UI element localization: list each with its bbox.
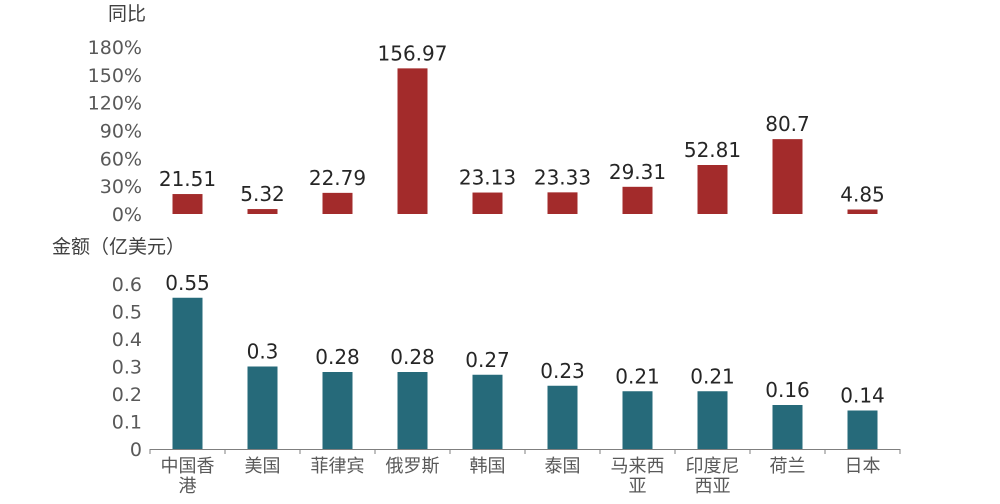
bottom-chart-category-label: 马来西 [611, 456, 665, 477]
bottom-chart-y-tick-label: 0.2 [112, 384, 142, 406]
top-chart-y-tick-label: 60% [100, 148, 142, 170]
bottom-chart-category-label: 港 [179, 476, 197, 497]
top-chart-y-tick-label: 180% [88, 37, 142, 59]
bottom-chart-bar [847, 410, 878, 449]
bottom-chart-data-label: 0.21 [690, 364, 735, 388]
bottom-chart-category-label: 印度尼 [686, 456, 740, 477]
bottom-chart-data-label: 0.28 [390, 345, 435, 369]
bottom-chart-bar [547, 385, 578, 449]
top-chart-data-label: 80.7 [765, 112, 810, 136]
bottom-chart-bar [322, 372, 353, 449]
top-chart-bar [622, 186, 653, 214]
bottom-chart-y-tick-label: 0 [130, 439, 142, 461]
bottom-chart-data-label: 0.23 [540, 359, 585, 383]
top-chart-bar [697, 165, 728, 214]
top-chart-y-tick-label: 150% [88, 65, 142, 87]
bottom-chart-bar [697, 391, 728, 449]
bottom-chart-amount: 0 0.1 0.2 0.3 0.4 0.5 0.6 0.55 0.3 0.28 0.28 0.27 0.… [112, 271, 901, 497]
top-chart-bar [322, 192, 353, 214]
bottom-chart-category-label: 韩国 [470, 456, 506, 477]
bottom-chart-y-tick-label: 0.6 [112, 274, 142, 296]
top-chart-data-label: 52.81 [684, 138, 741, 162]
bottom-chart-category-label: 西亚 [695, 476, 731, 497]
top-chart-data-label: 5.32 [240, 182, 285, 206]
top-chart-bar [772, 139, 803, 214]
top-chart-y-tick-label: 0% [112, 204, 142, 226]
top-chart-data-label: 21.51 [159, 167, 216, 191]
bottom-chart-category-label: 中国香 [161, 456, 215, 477]
bottom-chart-data-label: 0.14 [840, 384, 885, 408]
bottom-chart-bar [622, 391, 653, 449]
bottom-chart-category-label: 菲律宾 [311, 456, 365, 477]
top-chart-bar [547, 192, 578, 214]
bottom-chart-data-label: 0.16 [765, 378, 810, 402]
top-chart-bar [472, 192, 503, 214]
top-chart-bar [847, 209, 878, 214]
bottom-chart-category-label: 泰国 [545, 456, 581, 477]
bottom-chart-data-label: 0.3 [247, 340, 279, 364]
bottom-chart-data-label: 0.28 [315, 345, 360, 369]
top-chart-yoy-growth: 0% 30% 60% 90% 120% 150% 180% 21.51 5.32 22.79 156… [88, 37, 885, 226]
bottom-chart-axis-title: 金额（亿美元） [52, 236, 185, 258]
bottom-chart-bar [472, 374, 503, 449]
top-chart-data-label: 22.79 [309, 166, 366, 190]
top-chart-data-label: 156.97 [378, 41, 448, 65]
bottom-chart-bar [772, 405, 803, 449]
bottom-chart-data-label: 0.21 [615, 364, 660, 388]
top-chart-data-label: 23.33 [534, 165, 591, 189]
bottom-chart-category-label: 俄罗斯 [386, 456, 440, 477]
bottom-chart-data-label: 0.55 [165, 271, 210, 295]
top-chart-bar [172, 194, 203, 214]
top-chart-y-tick-label: 30% [100, 176, 142, 198]
top-chart-bar [397, 68, 428, 214]
top-chart-y-tick-label: 90% [100, 121, 142, 143]
bottom-chart-y-tick-label: 0.1 [112, 412, 142, 434]
bottom-chart-y-tick-label: 0.5 [112, 302, 142, 324]
bottom-chart-bar [247, 366, 278, 449]
bottom-chart-y-tick-label: 0.4 [112, 329, 142, 351]
bottom-chart-category-label: 美国 [245, 456, 281, 477]
bottom-chart-category-label: 荷兰 [770, 456, 806, 477]
bottom-chart-bar [397, 372, 428, 449]
bottom-chart-category-label: 亚 [629, 476, 647, 497]
top-chart-y-tick-label: 120% [88, 93, 142, 115]
top-chart-data-label: 29.31 [609, 160, 666, 184]
top-chart-data-label: 4.85 [840, 183, 885, 207]
top-chart-bar [247, 209, 278, 214]
top-chart-data-label: 23.13 [459, 166, 516, 190]
bottom-chart-bar [172, 297, 203, 449]
top-chart-axis-title: 同比 [108, 3, 146, 25]
bottom-chart-y-tick-label: 0.3 [112, 357, 142, 379]
bottom-chart-category-label: 日本 [845, 456, 881, 477]
bottom-chart-data-label: 0.27 [465, 348, 510, 372]
